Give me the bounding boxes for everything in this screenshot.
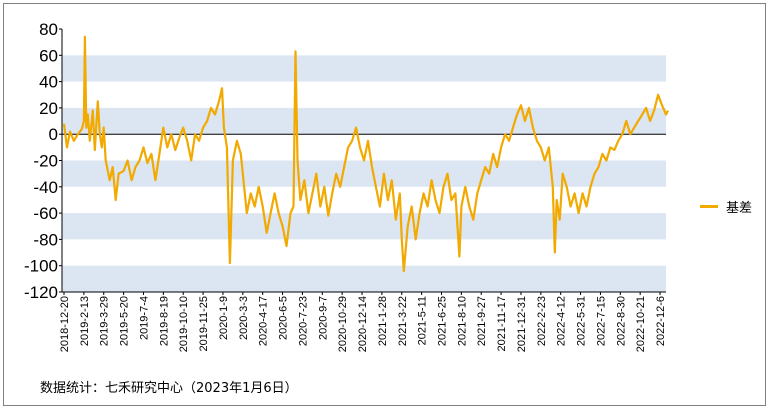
x-tick-label: 2019-11-25 <box>198 296 210 351</box>
x-tick-label: 2018-12-20 <box>59 296 71 352</box>
y-tick-label: 20 <box>39 99 58 118</box>
plot-band <box>62 55 666 82</box>
x-tick-label: 2021-9-27 <box>476 296 488 346</box>
y-tick-label: -40 <box>33 178 58 197</box>
y-tick-label: 60 <box>39 46 58 65</box>
x-tick-label: 2021-8-10 <box>456 296 468 346</box>
source-note: 数据统计：七禾研究中心（2023年1月6日） <box>40 381 298 396</box>
x-tick-label: 2021-1-28 <box>377 296 389 346</box>
x-tick-label: 2021-11-17 <box>496 296 508 351</box>
series-line <box>62 35 669 273</box>
x-tick-label: 2022-4-12 <box>556 296 568 346</box>
x-tick-label: 2019-7-4 <box>138 296 150 340</box>
x-tick-label: 2020-10-29 <box>337 296 349 352</box>
x-tick-label: 2019-8-19 <box>158 296 170 346</box>
x-tick-label: 2019-2-13 <box>79 296 91 346</box>
legend: 基差 <box>700 197 752 216</box>
x-tick-label: 2021-3-22 <box>397 296 409 346</box>
y-tick-label: 80 <box>39 20 58 39</box>
y-tick-labels: 80 60 40 20 0 -20 -40 -60 -80 -100 -120 <box>24 20 58 302</box>
series-layer <box>62 35 669 273</box>
x-tick-label: 2022-10-21 <box>635 296 647 352</box>
y-tick-label: -80 <box>33 230 58 249</box>
x-tick-label: 2020-6-5 <box>278 296 290 340</box>
x-tick-label: 2022-7-15 <box>595 296 607 346</box>
x-tick-label: 2020-7-23 <box>297 296 309 346</box>
x-tick-label: 2022-2-23 <box>536 296 548 346</box>
x-tick-label: 2020-3-3 <box>238 296 250 340</box>
y-tick-label: 0 <box>49 125 58 144</box>
y-tick-label: -120 <box>24 283 58 302</box>
x-tick-label: 2019-10-10 <box>178 296 190 352</box>
x-tick-label: 2020-12-14 <box>357 296 369 352</box>
plot-band <box>62 107 666 135</box>
x-tick-label: 2022-12-6 <box>655 296 667 346</box>
y-tick-label: -60 <box>33 204 58 223</box>
x-tick-label: 2021-5-11 <box>417 296 429 345</box>
x-tick-labels: 2018-12-20 2019-2-13 2019-3-29 2019-5-20 201… <box>59 296 667 352</box>
x-tick-label: 2021-6-25 <box>437 296 449 346</box>
y-tick-label: -100 <box>24 257 58 276</box>
x-tick-label: 2020-9-7 <box>317 296 329 340</box>
x-tick-label: 2020-4-17 <box>258 296 270 346</box>
legend-label: 基差 <box>726 201 753 216</box>
x-tick-label: 2020-1-9 <box>218 296 230 340</box>
plot-bands <box>62 55 666 292</box>
x-tick-label: 2022-5-31 <box>576 296 588 346</box>
plot-band <box>62 265 666 292</box>
plot-band <box>62 213 666 240</box>
legend-swatch <box>700 205 718 208</box>
x-tick-label: 2021-12-31 <box>516 296 528 352</box>
y-tick-label: -20 <box>33 152 58 171</box>
x-tick-label: 2019-3-29 <box>99 296 111 346</box>
x-tick-label: 2019-5-20 <box>119 296 131 346</box>
x-tick-label: 2022-8-30 <box>615 296 627 346</box>
y-tick-label: 40 <box>39 73 58 92</box>
